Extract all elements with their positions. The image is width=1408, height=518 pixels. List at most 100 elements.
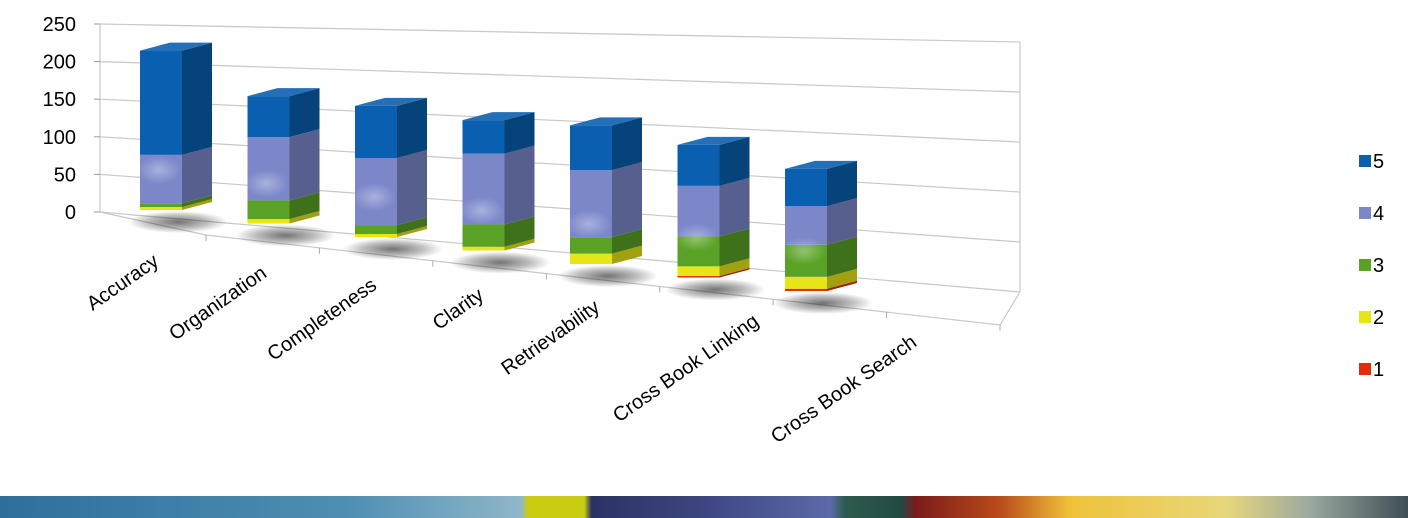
bar-segment xyxy=(677,266,720,277)
legend-label: 1 xyxy=(1373,359,1384,381)
bars-layer xyxy=(127,42,873,314)
bar-segment xyxy=(570,253,612,264)
category-label: Completeness xyxy=(264,274,381,365)
bar-segment xyxy=(247,96,290,138)
bar-segment-side xyxy=(612,245,642,264)
bar-shadow xyxy=(557,265,658,287)
bar-segment xyxy=(462,246,505,251)
y-tick-label: 250 xyxy=(43,14,76,36)
bar-segment-side xyxy=(182,195,212,208)
bar-shine xyxy=(566,210,611,238)
bar-top xyxy=(785,160,857,169)
legend-swatch xyxy=(1359,259,1371,271)
bar-segment-side xyxy=(612,117,642,171)
bar-top xyxy=(247,88,320,97)
gridline xyxy=(99,98,1021,143)
bar-segment-side xyxy=(397,97,427,159)
bar-segment-side xyxy=(504,238,535,251)
bar-segment xyxy=(570,125,612,171)
bar-segment-side xyxy=(827,198,857,245)
bar-top xyxy=(140,42,212,51)
legend-swatch xyxy=(1359,363,1371,375)
bar-segment-side xyxy=(504,112,535,154)
bar-segment xyxy=(355,225,397,235)
decorative-bottom-band xyxy=(0,496,1408,518)
bar-segment xyxy=(570,237,612,254)
bar-stack xyxy=(557,117,658,287)
bar-shadow xyxy=(127,211,228,233)
floor-edge xyxy=(99,211,1021,326)
legend: 5 4 3 2 1 xyxy=(1359,151,1384,381)
bar-top xyxy=(355,97,427,106)
bar-segment-side xyxy=(504,145,535,225)
bar-segment-side xyxy=(612,162,642,238)
legend-swatch xyxy=(1359,311,1371,323)
bar-segment xyxy=(462,120,505,154)
bar-shadow xyxy=(665,278,766,301)
bar-shine xyxy=(459,196,504,225)
gridline xyxy=(99,211,1021,293)
legend-item: 5 xyxy=(1359,151,1384,173)
bar-segment-side xyxy=(397,217,427,235)
bar-stack xyxy=(665,136,766,301)
bar-stack xyxy=(450,112,551,274)
bar-stack xyxy=(342,97,443,260)
bar-stack xyxy=(235,88,336,247)
bar-segment-side xyxy=(827,160,857,207)
bar-shine xyxy=(351,183,396,211)
bar-shine xyxy=(781,237,826,265)
bar-shine xyxy=(136,156,181,184)
bar-segment-side xyxy=(289,192,320,220)
y-tick-label: 50 xyxy=(54,164,76,186)
bar-segment-side xyxy=(612,229,642,254)
gridline xyxy=(99,173,1021,243)
legend-label: 2 xyxy=(1373,307,1384,329)
bar-segment-side xyxy=(827,236,857,277)
legend-item: 3 xyxy=(1359,255,1384,277)
bar-segment xyxy=(247,200,290,220)
bar-segment-side xyxy=(397,150,427,226)
legend-label: 3 xyxy=(1373,255,1384,277)
category-label: Clarity xyxy=(429,284,488,335)
bar-segment-side xyxy=(289,88,320,138)
category-label: Cross Book Search xyxy=(767,331,921,448)
category-label: Accuracy xyxy=(83,250,163,315)
bar-stack xyxy=(127,42,228,233)
bar-shadow xyxy=(235,224,336,247)
bar-segment xyxy=(462,224,505,247)
gridline xyxy=(99,136,1021,193)
y-tick-label: 150 xyxy=(43,89,76,111)
bar-segment-side xyxy=(289,211,320,224)
bar-segment xyxy=(677,276,720,278)
gridline xyxy=(99,61,1021,93)
legend-swatch xyxy=(1359,207,1371,219)
bar-segment xyxy=(677,144,720,186)
legend-item: 4 xyxy=(1359,203,1384,225)
bar-segment-side xyxy=(182,146,212,204)
bar-stack xyxy=(772,160,873,314)
bar-segment xyxy=(355,105,397,159)
y-tick-label: 200 xyxy=(43,52,76,74)
legend-label: 5 xyxy=(1373,151,1384,173)
bar-shadow xyxy=(450,251,551,274)
bar-shadow xyxy=(342,238,443,260)
bar-top xyxy=(462,112,535,121)
category-label: Organization xyxy=(165,262,271,345)
category-label: Cross Book Linking xyxy=(609,310,763,427)
bar-segment-side xyxy=(719,268,750,278)
bar-segment-side xyxy=(182,199,212,210)
bar-segment-side xyxy=(397,226,427,237)
category-label: Retrievability xyxy=(497,296,603,380)
bar-shine xyxy=(674,223,719,252)
legend-item: 2 xyxy=(1359,307,1384,329)
bar-segment xyxy=(247,219,290,224)
bar-segment-side xyxy=(719,258,750,277)
y-tick-label: 100 xyxy=(43,127,76,149)
bar-segment-side xyxy=(719,136,750,186)
bar-shadow xyxy=(772,292,873,314)
bar-segment xyxy=(785,288,827,291)
bar-segment-side xyxy=(719,177,750,237)
bar-segment-side xyxy=(182,42,212,155)
bar-segment xyxy=(140,207,182,210)
